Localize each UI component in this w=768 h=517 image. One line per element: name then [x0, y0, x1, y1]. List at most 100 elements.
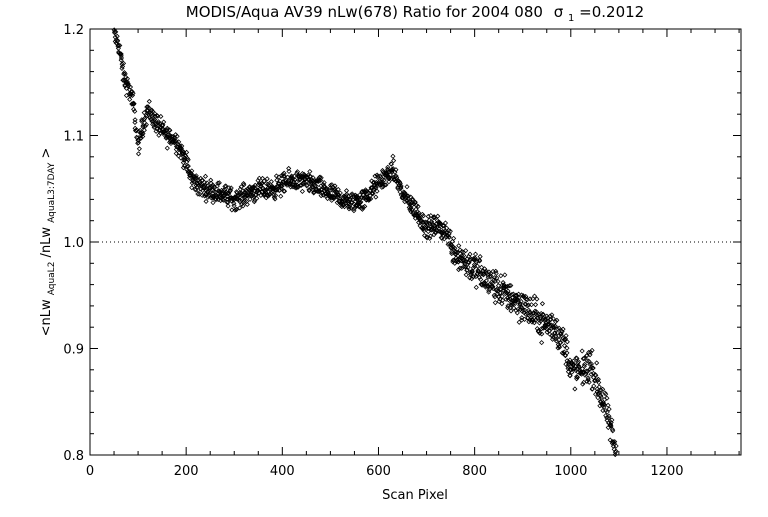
data-point — [425, 213, 431, 220]
data-point — [178, 155, 184, 161]
data-point — [189, 185, 195, 191]
data-point — [214, 183, 220, 189]
data-point — [390, 166, 396, 172]
y-tick-label: 1.2 — [63, 23, 84, 38]
data-point — [115, 37, 121, 44]
data-point — [266, 193, 272, 199]
chart-title-main: MODIS/Aqua AV39 nLw(678) Ratio for 2004 … — [186, 3, 543, 21]
data-point — [152, 116, 158, 122]
data-point — [481, 271, 487, 277]
data-point — [523, 311, 529, 317]
data-point — [449, 251, 455, 257]
y-axis-label-mid: /nLw — [39, 227, 54, 258]
data-point — [596, 384, 602, 390]
data-point — [589, 347, 595, 353]
data-point — [121, 71, 127, 77]
data-point — [281, 170, 287, 176]
data-point — [455, 253, 461, 259]
data-point — [585, 368, 591, 374]
data-point — [523, 293, 529, 300]
data-point — [118, 55, 125, 61]
data-point — [594, 360, 600, 366]
data-point — [241, 182, 247, 188]
data-point — [271, 192, 277, 198]
data-point — [574, 355, 580, 361]
data-point — [564, 350, 570, 356]
data-point — [115, 42, 122, 48]
data-point — [299, 188, 305, 194]
data-point — [519, 305, 525, 311]
data-point — [505, 295, 511, 301]
data-point — [391, 158, 397, 164]
data-point — [527, 310, 534, 316]
data-point — [447, 242, 454, 248]
data-point — [131, 101, 137, 107]
data-point — [497, 290, 503, 296]
data-point — [508, 282, 514, 289]
data-point — [158, 113, 164, 120]
y-axis-label-prefix: <nLw — [39, 299, 54, 336]
data-point — [225, 199, 231, 205]
data-point — [287, 181, 293, 188]
data-point — [135, 140, 142, 146]
x-tick-label: 800 — [462, 464, 487, 479]
data-point — [172, 138, 178, 145]
data-point — [564, 345, 570, 351]
data-point — [420, 226, 426, 232]
data-point — [264, 176, 270, 182]
data-point — [554, 326, 561, 332]
data-point — [523, 296, 529, 302]
data-point — [601, 404, 607, 410]
data-point — [397, 179, 403, 185]
data-point — [151, 122, 157, 129]
data-point — [113, 29, 119, 35]
x-tick-label: 400 — [270, 464, 295, 479]
data-point — [380, 184, 386, 190]
data-point — [237, 190, 243, 196]
y-axis-label-sub2: AquaL3:7DAY — [47, 162, 57, 223]
data-point — [388, 161, 394, 167]
x-tick-label: 600 — [366, 464, 391, 479]
data-point — [536, 311, 542, 317]
data-point — [409, 196, 416, 202]
y-tick-label: 0.9 — [63, 343, 84, 358]
data-point — [516, 319, 522, 325]
data-point — [143, 112, 149, 118]
data-point — [398, 185, 404, 191]
data-point — [461, 259, 467, 266]
data-point — [499, 301, 505, 307]
data-point — [184, 164, 190, 170]
data-point — [343, 200, 349, 206]
data-point — [202, 182, 208, 189]
data-point — [176, 139, 182, 145]
data-point — [465, 264, 471, 270]
data-point — [567, 373, 573, 379]
x-axis-label: Scan Pixel — [382, 488, 448, 503]
data-point — [533, 317, 539, 323]
data-point — [390, 153, 396, 159]
x-tick-label: 0 — [86, 464, 94, 479]
data-point — [490, 284, 496, 290]
y-axis-label-sub1: AquaL2 — [47, 262, 57, 296]
data-point — [385, 164, 391, 170]
data-point — [609, 426, 616, 432]
data-point — [464, 267, 470, 273]
data-point — [227, 188, 233, 195]
data-point — [123, 85, 129, 91]
data-point — [580, 356, 586, 362]
data-point — [377, 173, 383, 179]
data-point — [451, 235, 457, 241]
data-point — [506, 283, 512, 289]
data-point — [210, 200, 216, 206]
data-point — [138, 135, 144, 141]
data-point — [142, 123, 148, 129]
data-point — [572, 386, 578, 392]
data-point — [560, 326, 566, 332]
data-point — [307, 168, 313, 175]
data-point — [161, 119, 167, 125]
data-point — [588, 371, 594, 377]
data-point — [519, 315, 525, 321]
data-point — [195, 191, 201, 197]
data-point — [540, 325, 546, 331]
